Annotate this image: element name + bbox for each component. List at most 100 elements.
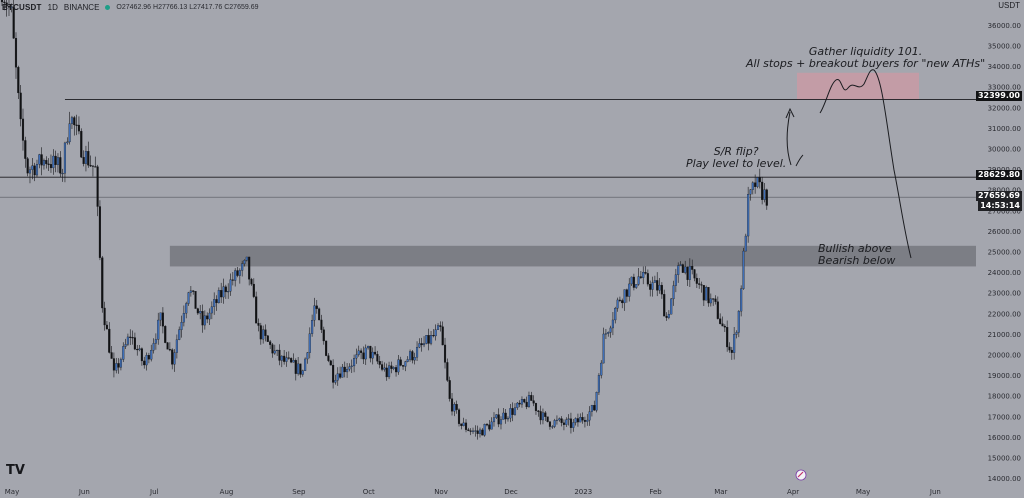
liquidity-annotation-line-2: All stops + breakout buyers for "new ATH… [746, 57, 986, 70]
candle [658, 277, 661, 294]
candle-body [579, 417, 582, 423]
candle [518, 400, 521, 408]
bullish-annotation[interactable]: Bullish above Bearish below [818, 243, 895, 267]
candle-body [19, 92, 22, 120]
candle [313, 297, 316, 327]
candle-body [329, 360, 332, 366]
candle [432, 329, 435, 338]
candle-body [441, 326, 444, 346]
candle [297, 357, 300, 376]
symbol-name[interactable]: BTCUSDT [2, 2, 42, 12]
candle-body [721, 323, 724, 327]
candle-body [399, 359, 402, 366]
candle-body [467, 429, 470, 431]
time-axis-label: Sep [292, 488, 306, 496]
liquidity-annotation[interactable]: Gather liquidity 101. All stops + breako… [746, 46, 985, 70]
interval-label[interactable]: 1D [47, 2, 58, 12]
candle [653, 275, 656, 283]
candle-body [744, 235, 747, 252]
candle-body [758, 177, 761, 183]
candle-body [462, 422, 465, 426]
candle-body [765, 189, 768, 206]
candle-body [94, 166, 97, 168]
candle [255, 291, 258, 324]
candle-body [761, 181, 764, 200]
candle [681, 263, 684, 273]
candle [511, 402, 514, 422]
price-axis-label: 34000.00 [988, 63, 1021, 71]
candle-body [203, 315, 206, 326]
candle-body [294, 360, 297, 374]
candle [122, 342, 125, 363]
symbol-header[interactable]: BTCUSDT 1D BINANCE O27462.96 H27766.13 L… [2, 1, 259, 13]
price-axis-label: 18000.00 [988, 393, 1021, 401]
candle [702, 284, 705, 306]
candle [614, 306, 617, 324]
candle [642, 266, 645, 285]
tradingview-logo[interactable]: TV [6, 463, 25, 478]
candle [115, 357, 118, 374]
candle-body [495, 414, 498, 418]
candle [688, 258, 691, 288]
candle-body [301, 370, 304, 375]
candle [756, 177, 759, 189]
candle [173, 349, 176, 372]
candle [467, 427, 470, 432]
candle [593, 400, 596, 411]
price-axis-label: 15000.00 [988, 455, 1021, 463]
candle [674, 268, 677, 293]
candle [154, 333, 157, 350]
candle [609, 325, 612, 338]
candle-body [73, 117, 76, 126]
candle-body [150, 350, 153, 360]
resistance-price-tag[interactable]: 32399.00 [975, 91, 1022, 101]
candle [336, 367, 339, 386]
candle [5, 0, 8, 17]
currency-label[interactable]: USDT [998, 1, 1020, 10]
candle [38, 153, 41, 169]
candle [579, 413, 582, 423]
candle-body [276, 349, 279, 352]
candle-body [567, 418, 570, 420]
candle-body [306, 352, 309, 360]
candle [133, 332, 136, 351]
candle [24, 136, 27, 168]
candle-body [273, 350, 276, 354]
candle-body [686, 266, 689, 280]
candle-body [455, 404, 458, 410]
candle [388, 361, 391, 380]
candle [339, 366, 342, 379]
candle-body [374, 351, 377, 355]
candle-body [397, 359, 400, 373]
candle-body [364, 347, 367, 360]
candle [469, 428, 472, 436]
countdown-tag: 14:53:14 [978, 201, 1022, 211]
candle-body [555, 419, 558, 421]
candle [103, 301, 106, 331]
candle [628, 278, 631, 302]
candle-body [59, 157, 62, 174]
candle [637, 267, 640, 286]
candle [625, 288, 628, 303]
candle-body [700, 284, 703, 286]
candle-body [534, 403, 538, 411]
candle [276, 349, 279, 356]
candle [26, 156, 29, 177]
candle-body [527, 395, 531, 408]
last-price-tag[interactable]: 27659.69 [975, 191, 1022, 201]
candle-body [714, 298, 717, 302]
flip-level-price-tag[interactable]: 28629.80 [975, 170, 1022, 180]
candle [402, 365, 405, 370]
candle [534, 402, 538, 415]
candle [346, 363, 349, 378]
candle-body [259, 325, 262, 340]
candle [325, 340, 328, 357]
candle-body [236, 270, 239, 276]
candle-body [290, 358, 293, 363]
candle [716, 296, 719, 320]
candle [52, 149, 55, 175]
sr-flip-annotation[interactable]: S/R flip? Play level to level. [686, 146, 786, 170]
candle-body [161, 312, 164, 327]
